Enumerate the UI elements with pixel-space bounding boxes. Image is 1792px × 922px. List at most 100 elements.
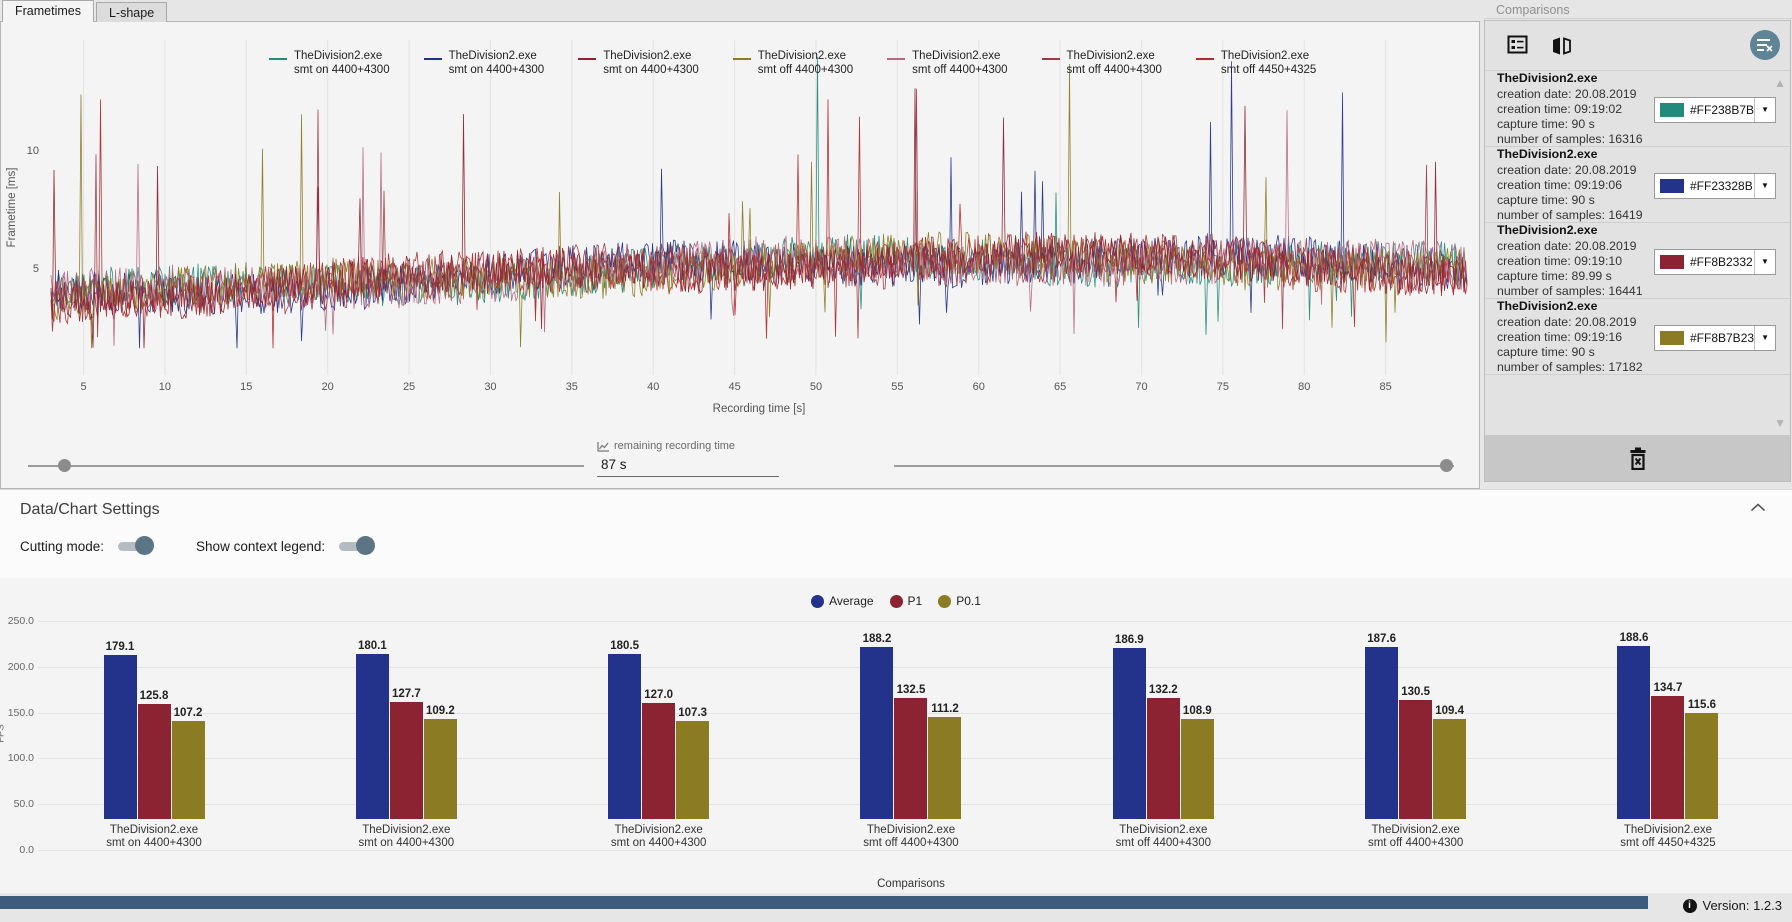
bar[interactable] [860, 646, 894, 819]
bar[interactable] [1180, 719, 1214, 819]
x-axis-title: Recording time [s] [713, 403, 806, 415]
show-context-legend-label: Show context legend: [196, 538, 326, 554]
dropdown-arrow-icon[interactable]: ▼ [1754, 249, 1775, 274]
bar-value-label: 125.8 [139, 689, 169, 702]
bar[interactable] [1433, 718, 1467, 819]
info-icon[interactable]: i [1682, 898, 1697, 913]
legend-series-subtitle: smt off 4400+4300 [912, 64, 1008, 77]
axis-tick-label: 50 [810, 381, 822, 393]
bar[interactable] [1685, 713, 1719, 819]
slider-track[interactable] [894, 465, 1454, 467]
bar[interactable] [1365, 647, 1399, 819]
frametime-series [50, 88, 1468, 339]
bar-legend-item[interactable]: P1 [889, 594, 922, 608]
show-context-legend-toggle[interactable] [339, 536, 376, 556]
record-detail-line: creation date: 20.08.2019 [1497, 238, 1637, 253]
record-color-dropdown[interactable]: #FF238B7B ▼ [1654, 96, 1776, 123]
bar[interactable] [676, 720, 710, 819]
slider-knob[interactable] [58, 459, 71, 472]
clear-comparison-list-button[interactable] [1750, 30, 1780, 60]
bar-ytick-label: 150.0 [7, 706, 34, 719]
bar[interactable] [423, 719, 457, 819]
comparison-record[interactable]: TheDivision2.exe creation date: 20.08.201… [1485, 71, 1790, 147]
comparison-record[interactable]: TheDivision2.exe creation date: 20.08.201… [1485, 147, 1790, 223]
time-range-slider-left[interactable] [28, 459, 584, 473]
frametime-legend-item[interactable]: TheDivision2.exe smt off 4450+4325 [1195, 49, 1316, 78]
axis-tick-label: 15 [240, 381, 252, 393]
record-color-dropdown[interactable]: #FF23328B ▼ [1654, 172, 1776, 199]
scroll-up-icon[interactable]: ▲ [1774, 76, 1786, 90]
bar-legend-item[interactable]: Average [811, 594, 874, 608]
bar[interactable] [1146, 697, 1180, 819]
record-name: TheDivision2.exe [1497, 299, 1598, 314]
legend-series-subtitle: smt on 4400+4300 [294, 64, 390, 77]
cutting-mode-label: Cutting mode: [20, 538, 105, 554]
frametime-legend-item[interactable]: TheDivision2.exe smt on 4400+4300 [269, 49, 390, 78]
frametime-legend-item[interactable]: TheDivision2.exe smt on 4400+4300 [423, 49, 544, 78]
dropdown-arrow-icon[interactable]: ▼ [1754, 173, 1775, 198]
bar-with-value: 186.9 [1112, 633, 1146, 819]
bar-value-label: 186.9 [1114, 633, 1144, 646]
record-color-dropdown[interactable]: #FF8B7B23 ▼ [1654, 324, 1776, 351]
bar[interactable] [642, 702, 676, 819]
legend-line-swatch [732, 58, 751, 60]
bar-group[interactable]: 186.9 132.2 108.9 TheDivision2.exe smt off 4… [1047, 616, 1279, 850]
comparison-records-list[interactable]: TheDivision2.exe creation date: 20.08.201… [1485, 71, 1790, 435]
bar[interactable] [137, 703, 171, 819]
bar-group[interactable]: 188.2 132.5 111.2 TheDivision2.exe smt off 4… [795, 616, 1027, 850]
comparisons-panel: TheDivision2.exe creation date: 20.08.201… [1484, 20, 1791, 482]
frametime-legend-item[interactable]: TheDivision2.exe smt off 4400+4300 [732, 49, 853, 78]
record-detail-line: creation time: 09:19:06 [1497, 177, 1623, 192]
axis-tick-label: 20 [322, 381, 334, 393]
bar-with-value: 108.9 [1180, 705, 1214, 819]
bar-legend-item[interactable]: P0.1 [938, 594, 981, 608]
compare-view-icon[interactable] [1551, 35, 1573, 57]
bar[interactable] [928, 717, 962, 819]
record-color-dropdown[interactable]: #FF8B2332 ▼ [1654, 248, 1776, 275]
cutting-mode-toggle[interactable] [118, 536, 155, 556]
bar[interactable] [1399, 699, 1433, 819]
bar[interactable] [1651, 695, 1685, 819]
frametime-legend-item[interactable]: TheDivision2.exe smt off 4400+4300 [887, 49, 1008, 78]
bar-value-label: 127.0 [644, 688, 674, 701]
slider-knob[interactable] [1440, 459, 1453, 472]
bar-group[interactable]: 179.1 125.8 107.2 TheDivision2.exe smt on 44… [38, 616, 270, 850]
bar[interactable] [894, 697, 928, 819]
bar-group[interactable]: 188.6 134.7 115.6 TheDivision2.exe smt off 4… [1552, 616, 1784, 850]
legend-series-subtitle: smt off 4400+4300 [1066, 64, 1162, 77]
frametime-legend-item[interactable]: TheDivision2.exe smt off 4400+4300 [1041, 49, 1162, 78]
data-chart-settings-section: Data/Chart Settings Cutting mode: Show c… [0, 489, 1792, 578]
tab-frametimes[interactable]: Frametimes [2, 0, 94, 22]
bar-with-value: 180.1 [355, 640, 389, 819]
bar-category-label: TheDivision2.exe smt off 4400+4300 [863, 824, 958, 850]
tab-l-shape[interactable]: L-shape [95, 2, 168, 22]
bar-triplet: 188.2 132.5 111.2 [860, 616, 962, 819]
bar-group[interactable]: 180.5 127.0 107.3 TheDivision2.exe smt on 44… [543, 616, 775, 850]
remaining-time-value[interactable]: 87 s [601, 457, 627, 472]
dropdown-arrow-icon[interactable]: ▼ [1754, 325, 1775, 350]
time-range-slider-right[interactable] [894, 459, 1454, 473]
comparison-record[interactable]: TheDivision2.exe creation date: 20.08.201… [1485, 223, 1790, 299]
bar[interactable] [1112, 647, 1146, 819]
bar-chart-plot[interactable]: 179.1 125.8 107.2 TheDivision2.exe smt on 44… [38, 616, 1784, 850]
frametime-chart[interactable]: 5 10 15 20 25 30 35 40 45 50 55 60 65 70 75 80 85 5 10 Reco… [1, 22, 1479, 432]
record-list-icon[interactable] [1507, 35, 1529, 55]
bar-value-label: 107.3 [678, 706, 708, 719]
trash-icon[interactable] [1628, 447, 1648, 470]
slider-track[interactable] [28, 465, 584, 467]
dropdown-arrow-icon[interactable]: ▼ [1754, 97, 1775, 122]
bar-chart-legend: Average P1 P0.1 [0, 594, 1792, 608]
collapse-chevron-icon[interactable] [1750, 503, 1766, 512]
bar-group[interactable]: 187.6 130.5 109.4 TheDivision2.exe smt off 4… [1300, 616, 1532, 850]
bar[interactable] [171, 720, 205, 819]
bar-value-label: 130.5 [1401, 685, 1431, 698]
comparison-record[interactable]: TheDivision2.exe creation date: 20.08.201… [1485, 299, 1790, 375]
bar-group[interactable]: 180.1 127.7 109.2 TheDivision2.exe smt on 44… [290, 616, 522, 850]
bar[interactable] [389, 702, 423, 819]
bar[interactable] [1617, 646, 1651, 819]
bar[interactable] [355, 654, 389, 819]
bar[interactable] [103, 654, 137, 819]
frametime-legend-item[interactable]: TheDivision2.exe smt on 4400+4300 [578, 49, 699, 78]
bar[interactable] [608, 653, 642, 819]
scroll-down-icon[interactable]: ▼ [1774, 416, 1786, 430]
